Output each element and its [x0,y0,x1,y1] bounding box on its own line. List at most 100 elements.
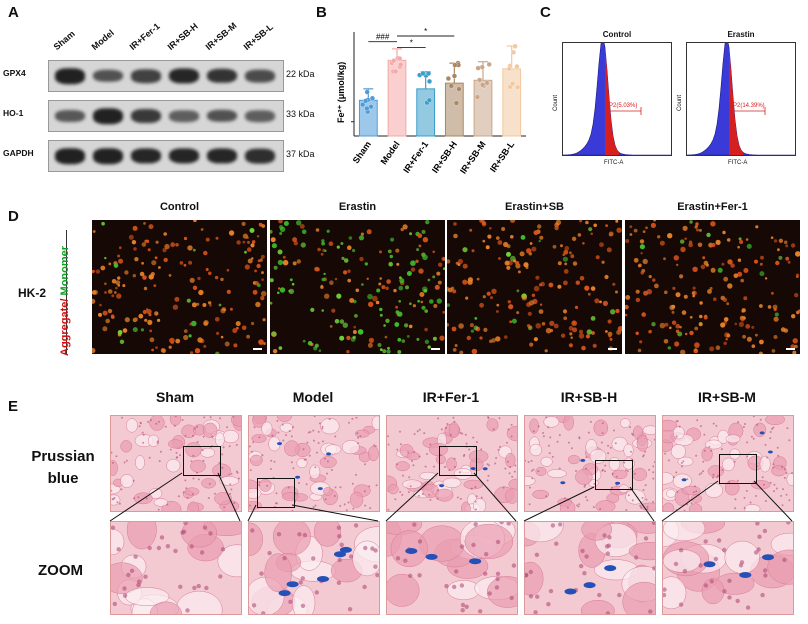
lane-label: IR+SB-H [165,21,200,52]
cell [254,269,257,273]
cell [418,268,424,274]
cell [359,256,364,262]
tissue-texture [663,522,793,610]
tubule [323,487,333,496]
nucleus [387,443,390,446]
cell [538,283,543,287]
cell [376,288,381,293]
flow-plot: Control P2(5.03%) [562,30,672,156]
cell [742,334,746,339]
nucleus [412,522,417,527]
nucleus [315,451,318,454]
nucleus [744,423,746,425]
cell [279,232,283,235]
zoom-image [662,521,794,615]
x-tick-label: Model [379,139,402,166]
cell [648,329,652,334]
data-point [445,75,451,82]
cell [790,344,796,350]
cell [320,285,324,289]
iron-deposit [681,478,687,482]
cell [579,329,583,334]
cell [754,259,758,264]
nucleus [460,608,465,613]
nucleus [318,509,321,511]
cell [174,296,180,302]
cell [604,274,609,280]
nucleus [672,476,675,479]
cell [577,233,582,237]
cell [707,289,712,294]
nucleus [506,460,509,463]
cell [496,310,499,313]
nucleus [347,501,350,504]
nucleus [786,427,789,430]
cell [639,340,643,344]
nucleus [418,428,421,431]
tubule [547,469,567,478]
nucleus [138,425,141,428]
cell [132,225,138,231]
nucleus [640,506,643,509]
nucleus [267,550,272,556]
cell [412,304,416,308]
cell [277,259,284,266]
nucleus [202,459,205,462]
cell [155,346,158,349]
nucleus [418,455,421,458]
cell [405,285,409,290]
cell [541,322,546,326]
cell [650,222,656,228]
x-tick-label: IR+Fer-1 [401,139,430,174]
cell [671,320,677,325]
nucleus [413,433,416,435]
tubule [743,504,761,511]
cell [388,261,393,267]
cell [189,351,194,354]
cell [608,233,613,237]
cell [490,296,493,300]
cell [220,277,224,282]
nucleus [484,552,489,557]
cell [734,322,738,326]
cell [218,303,222,307]
nucleus [444,583,449,589]
cell [740,278,744,283]
cell [119,339,125,344]
cell [538,239,541,243]
tubule [486,576,517,608]
nucleus [769,481,772,484]
histology-image [524,415,656,512]
cell [651,322,656,327]
cell [723,317,729,322]
cell [288,289,291,293]
nucleus [258,481,261,484]
cell [569,251,572,255]
cell [727,259,733,265]
tubule [580,599,615,614]
nucleus [542,435,545,438]
nucleus [270,459,273,462]
cell [593,223,597,228]
nucleus [396,448,399,451]
cell [289,278,293,282]
nucleus [164,425,167,428]
cell [366,277,369,280]
iron-deposit [469,558,482,565]
flow-title: Control [602,30,632,39]
nucleus [116,501,119,504]
cell [385,318,390,323]
significance-label: * [424,27,427,36]
cell-dots [625,220,800,354]
cell [685,332,688,336]
nucleus [218,574,223,579]
cell [320,252,324,256]
protein-label: HO-1 [3,108,24,118]
cell [720,322,726,328]
cell [689,315,693,319]
histology-title: IR+SB-H [560,389,618,405]
cell [402,224,408,230]
nucleus [330,468,333,471]
cell [296,259,301,264]
nucleus [373,444,376,447]
